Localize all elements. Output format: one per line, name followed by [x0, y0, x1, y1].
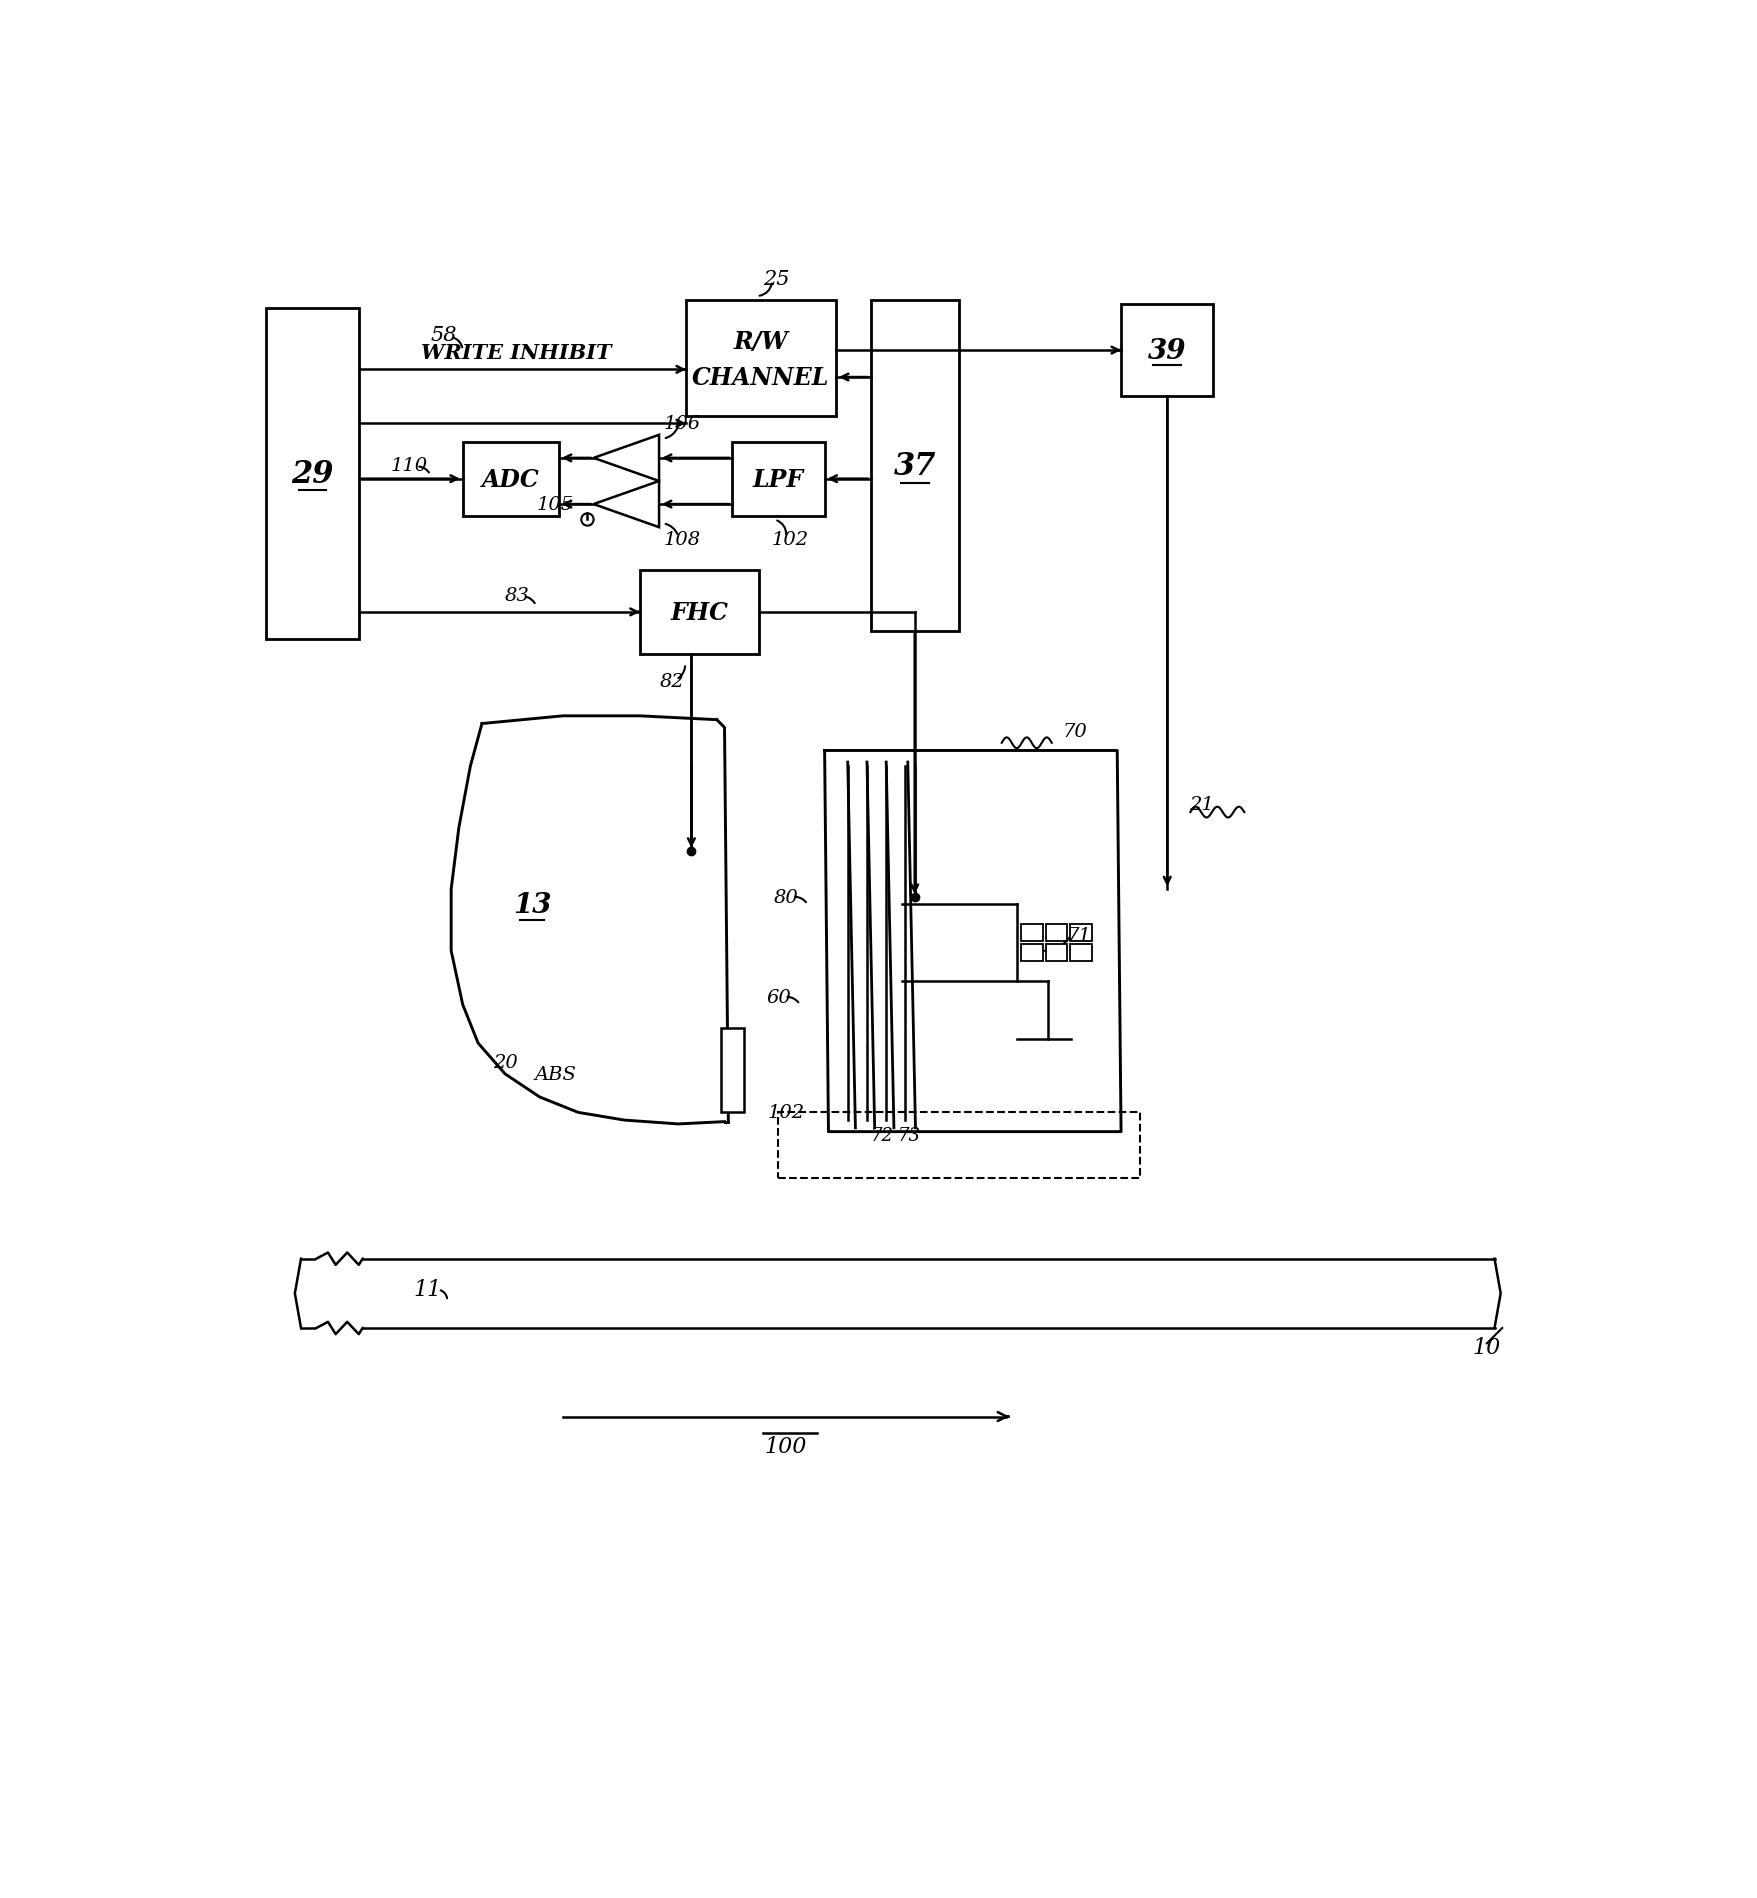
Text: 102: 102	[768, 1105, 805, 1122]
Text: 100: 100	[764, 1435, 806, 1458]
Text: CHANNEL: CHANNEL	[692, 366, 829, 389]
Text: 25: 25	[763, 270, 789, 288]
Text: 72: 72	[871, 1127, 894, 1144]
Bar	[1070, 943, 1091, 960]
Text: ADC: ADC	[481, 467, 539, 492]
Bar	[1021, 924, 1042, 941]
Text: 37: 37	[894, 452, 936, 482]
Bar	[720, 1029, 743, 1112]
Bar	[1045, 924, 1066, 941]
Text: WRITE INHIBIT: WRITE INHIBIT	[422, 344, 611, 363]
Text: 108: 108	[664, 530, 701, 549]
Bar	[462, 444, 559, 516]
Text: 39: 39	[1147, 338, 1186, 364]
Text: 105: 105	[536, 495, 575, 514]
Text: 13: 13	[513, 892, 552, 919]
Text: 102: 102	[771, 530, 808, 549]
Text: 82: 82	[661, 672, 685, 691]
Text: LPF: LPF	[752, 467, 805, 492]
Text: R/W: R/W	[733, 330, 789, 353]
Bar	[778, 1112, 1140, 1179]
Text: 29: 29	[292, 459, 334, 490]
Text: ABS: ABS	[534, 1065, 576, 1084]
Text: 60: 60	[766, 989, 791, 1006]
Text: 83: 83	[504, 586, 529, 605]
Text: 73: 73	[898, 1127, 921, 1144]
Bar	[640, 569, 759, 655]
Bar	[316, 1325, 362, 1332]
Text: 106: 106	[664, 416, 701, 433]
Bar	[685, 302, 836, 416]
Text: FHC: FHC	[669, 600, 727, 624]
Bar	[267, 309, 358, 640]
Bar	[1021, 943, 1042, 960]
Text: 11: 11	[415, 1279, 443, 1300]
Text: 21: 21	[1189, 795, 1214, 814]
Text: 20: 20	[492, 1053, 518, 1072]
Bar	[316, 1255, 362, 1262]
Bar	[871, 302, 959, 632]
Text: 80: 80	[773, 888, 798, 907]
Text: 110: 110	[390, 457, 427, 474]
Bar	[733, 444, 824, 516]
Text: 58: 58	[430, 326, 457, 345]
Text: 10: 10	[1472, 1336, 1500, 1359]
Text: 71: 71	[1066, 926, 1091, 945]
Text: 70: 70	[1063, 723, 1088, 740]
Bar	[1045, 943, 1066, 960]
Bar	[1070, 924, 1091, 941]
Bar	[1121, 306, 1214, 397]
